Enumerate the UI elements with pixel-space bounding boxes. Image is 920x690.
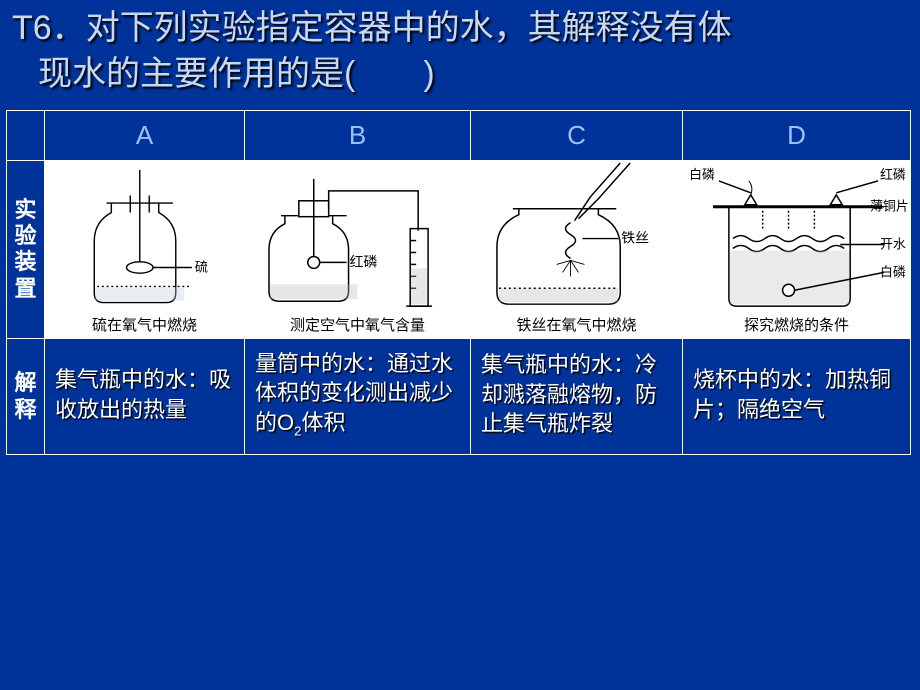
label-iron: 铁丝 — [621, 230, 649, 246]
img-A: 硫 硫在氧气中燃烧 — [45, 160, 245, 338]
explain-label-text: 解释 — [9, 370, 42, 423]
caption-D: 探究燃烧的条件 — [683, 314, 910, 335]
explain-label: 解释 — [7, 338, 45, 455]
expl-C: 集气瓶中的水：冷却溅落融熔物，防止集气瓶炸裂 — [471, 338, 683, 455]
expl-B: 量筒中的水：通过水体积的变化测出减少的O2体积 — [245, 338, 471, 455]
label-d-baip2: 白磷 — [880, 264, 906, 279]
question-line1: 对下列实验指定容器中的水，其解释没有体 — [86, 9, 732, 47]
question-text: T6．对下列实验指定容器中的水，其解释没有体 现水的主要作用的是( ) — [4, 6, 916, 108]
col-D: D — [683, 110, 911, 160]
caption-C: 铁丝在氧气中燃烧 — [471, 314, 682, 335]
expl-A: 集气瓶中的水：吸收放出的热量 — [45, 338, 245, 455]
label-redp: 红磷 — [350, 254, 378, 270]
diagram-C: 铁丝 — [471, 161, 682, 338]
label-d-baip: 白磷 — [689, 167, 715, 182]
device-label-text: 实验装置 — [9, 197, 42, 303]
answer-table: A B C D 实验装置 — [6, 110, 911, 456]
img-D: 白磷 红磷 薄铜片 开水 白磷 探究燃烧的条件 — [683, 160, 911, 338]
slide: T6．对下列实验指定容器中的水，其解释没有体 现水的主要作用的是( ) A B … — [0, 0, 920, 690]
caption-B: 测定空气中氧气含量 — [245, 314, 470, 335]
col-B: B — [245, 110, 471, 160]
caption-A: 硫在氧气中燃烧 — [45, 314, 244, 335]
diagram-D: 白磷 红磷 薄铜片 开水 白磷 — [683, 161, 910, 338]
question-number: T6． — [12, 9, 86, 47]
corner-cell — [7, 110, 45, 160]
expl-B-post: 体积 — [301, 410, 345, 435]
diagram-A: 硫 — [45, 161, 244, 338]
label-d-kaishui: 开水 — [880, 236, 906, 251]
label-d-hongp: 红磷 — [880, 167, 906, 182]
expl-B-pre: 量筒中的水：通过水体积的变化测出减少的O — [255, 351, 453, 435]
img-C: 铁丝 铁丝在氧气中燃烧 — [471, 160, 683, 338]
device-label: 实验装置 — [7, 160, 45, 338]
expl-D: 烧杯中的水：加热铜片；隔绝空气 — [683, 338, 911, 455]
label-sulfur: 硫 — [195, 259, 208, 274]
explain-row: 解释 集气瓶中的水：吸收放出的热量 量筒中的水：通过水体积的变化测出减少的O2体… — [7, 338, 911, 455]
diagram-B: 红磷 — [245, 161, 470, 338]
label-d-botong: 薄铜片 — [870, 199, 909, 214]
header-row: A B C D — [7, 110, 911, 160]
img-B: 红磷 测定空气中氧气含量 — [245, 160, 471, 338]
col-C: C — [471, 110, 683, 160]
col-A: A — [45, 110, 245, 160]
device-row: 实验装置 — [7, 160, 911, 338]
question-line2: 现水的主要作用的是( ) — [12, 55, 435, 93]
